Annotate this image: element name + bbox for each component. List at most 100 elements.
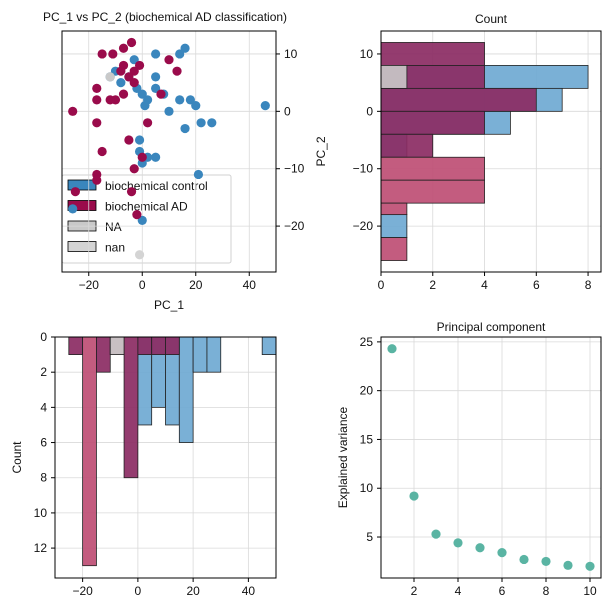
ad-point <box>129 164 139 174</box>
pc2-bars <box>380 42 589 261</box>
y-tick-label: 8 <box>40 471 47 485</box>
variance-title: Principal component <box>437 320 546 334</box>
y-tick-label: 10 <box>360 47 374 61</box>
x-tick-label: 20 <box>189 278 203 292</box>
x-tick-label: 0 <box>378 278 385 292</box>
control-bar <box>380 214 408 238</box>
x-tick-label: 2 <box>429 278 436 292</box>
ad-bar <box>380 202 408 216</box>
ad-bar <box>151 336 166 355</box>
ad-point <box>118 43 129 53</box>
x-tick-label: 40 <box>242 584 256 598</box>
variance-point <box>541 556 551 567</box>
variance-point <box>497 548 507 558</box>
variance-point <box>431 529 441 539</box>
na-bar <box>109 336 125 355</box>
x-tick-label: 4 <box>455 584 462 598</box>
ad-bar <box>380 110 485 135</box>
variance-point <box>519 554 529 565</box>
scatter-title: PC_1 vs PC_2 (biochemical AD classificat… <box>43 10 287 24</box>
y-tick-label: 2 <box>40 365 47 379</box>
y-tick-label: −20 <box>353 219 374 233</box>
y-tick-label: −10 <box>284 162 305 176</box>
legend-swatch-control <box>67 179 97 191</box>
variance-points <box>387 344 595 571</box>
legend-label-ad: biochemical AD <box>105 200 188 214</box>
scatter-frame <box>61 30 277 273</box>
control-point <box>260 100 270 111</box>
ad-bar <box>82 336 97 567</box>
pc2-histogram-panel: Count 0 2 4 6 8 10 0 −10 −20 <box>353 12 602 292</box>
control-point <box>143 95 153 105</box>
ad-point <box>124 135 134 145</box>
control-point <box>191 100 201 111</box>
variance-panel: Principal component Explained variance 2… <box>336 320 602 598</box>
ad-point <box>105 95 115 105</box>
ad-bar <box>380 179 485 204</box>
scatter-panel: PC_1 vs PC_2 (biochemical AD classificat… <box>43 10 328 312</box>
nan-point <box>134 250 145 260</box>
legend-label-na: NA <box>105 220 122 234</box>
control-point <box>164 106 174 116</box>
ad-point <box>70 187 80 197</box>
y-tick-label: 6 <box>40 436 47 450</box>
variance-frame <box>380 336 602 579</box>
ad-point <box>116 66 126 76</box>
y-tick-label: −20 <box>284 219 305 233</box>
variance-point <box>387 344 397 354</box>
ad-bar <box>380 133 434 158</box>
ad-point <box>118 89 129 99</box>
control-point <box>207 118 217 128</box>
x-tick-label: 10 <box>583 584 597 598</box>
ad-bar <box>123 336 139 479</box>
control-point <box>196 118 206 128</box>
y-tick-label: 0 <box>366 104 373 118</box>
legend-label-nan: nan <box>105 241 125 255</box>
control-point <box>180 123 190 134</box>
na-point <box>105 72 115 82</box>
ad-point <box>143 118 153 128</box>
ad-point <box>92 95 102 105</box>
x-tick-label: 2 <box>411 584 418 598</box>
variance-y-label: Explained variance <box>336 406 350 508</box>
control-point <box>68 204 78 214</box>
x-tick-label: −20 <box>79 278 100 292</box>
variance-point <box>409 491 419 501</box>
ad-point <box>97 49 107 59</box>
ad-point <box>108 49 118 59</box>
ad-point <box>172 66 182 76</box>
control-point <box>151 72 161 82</box>
control-point <box>116 78 126 88</box>
control-bar <box>178 336 194 443</box>
x-tick-label: 8 <box>543 584 550 598</box>
y-tick-label: −10 <box>353 162 374 176</box>
variance-point <box>453 538 463 548</box>
y-tick-label: 25 <box>360 335 374 349</box>
control-point <box>180 43 190 53</box>
scatter-y-label: PC_2 <box>314 136 328 166</box>
control-bar <box>206 336 222 373</box>
ad-bar <box>68 336 84 355</box>
control-bar <box>192 336 208 373</box>
x-tick-label: 40 <box>243 278 257 292</box>
y-tick-label: 0 <box>40 330 47 344</box>
ad-bar <box>380 156 485 181</box>
legend-label-control: biochemical control <box>105 179 208 193</box>
legend-swatch-nan <box>67 241 97 252</box>
na-bar <box>380 65 408 89</box>
ad-point <box>92 118 102 128</box>
y-tick-label: 10 <box>34 506 48 520</box>
control-point <box>175 95 185 105</box>
control-point <box>134 135 145 145</box>
pc2-frame <box>380 30 602 273</box>
variance-point <box>585 561 595 571</box>
ad-bar <box>165 336 180 355</box>
control-point <box>193 169 204 180</box>
ad-bar <box>380 237 408 261</box>
ad-point <box>126 37 137 48</box>
variance-point <box>475 543 485 553</box>
x-tick-label: 6 <box>533 278 540 292</box>
variance-point <box>563 560 573 570</box>
x-tick-label: 0 <box>135 584 142 598</box>
